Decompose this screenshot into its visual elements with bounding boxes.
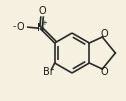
- Text: -: -: [12, 22, 15, 31]
- Text: O: O: [16, 22, 24, 32]
- Text: O: O: [101, 29, 108, 39]
- Text: O: O: [38, 6, 46, 16]
- Text: +: +: [41, 20, 47, 26]
- Text: O: O: [101, 67, 108, 77]
- Text: N: N: [37, 23, 44, 33]
- Text: Br: Br: [43, 67, 54, 77]
